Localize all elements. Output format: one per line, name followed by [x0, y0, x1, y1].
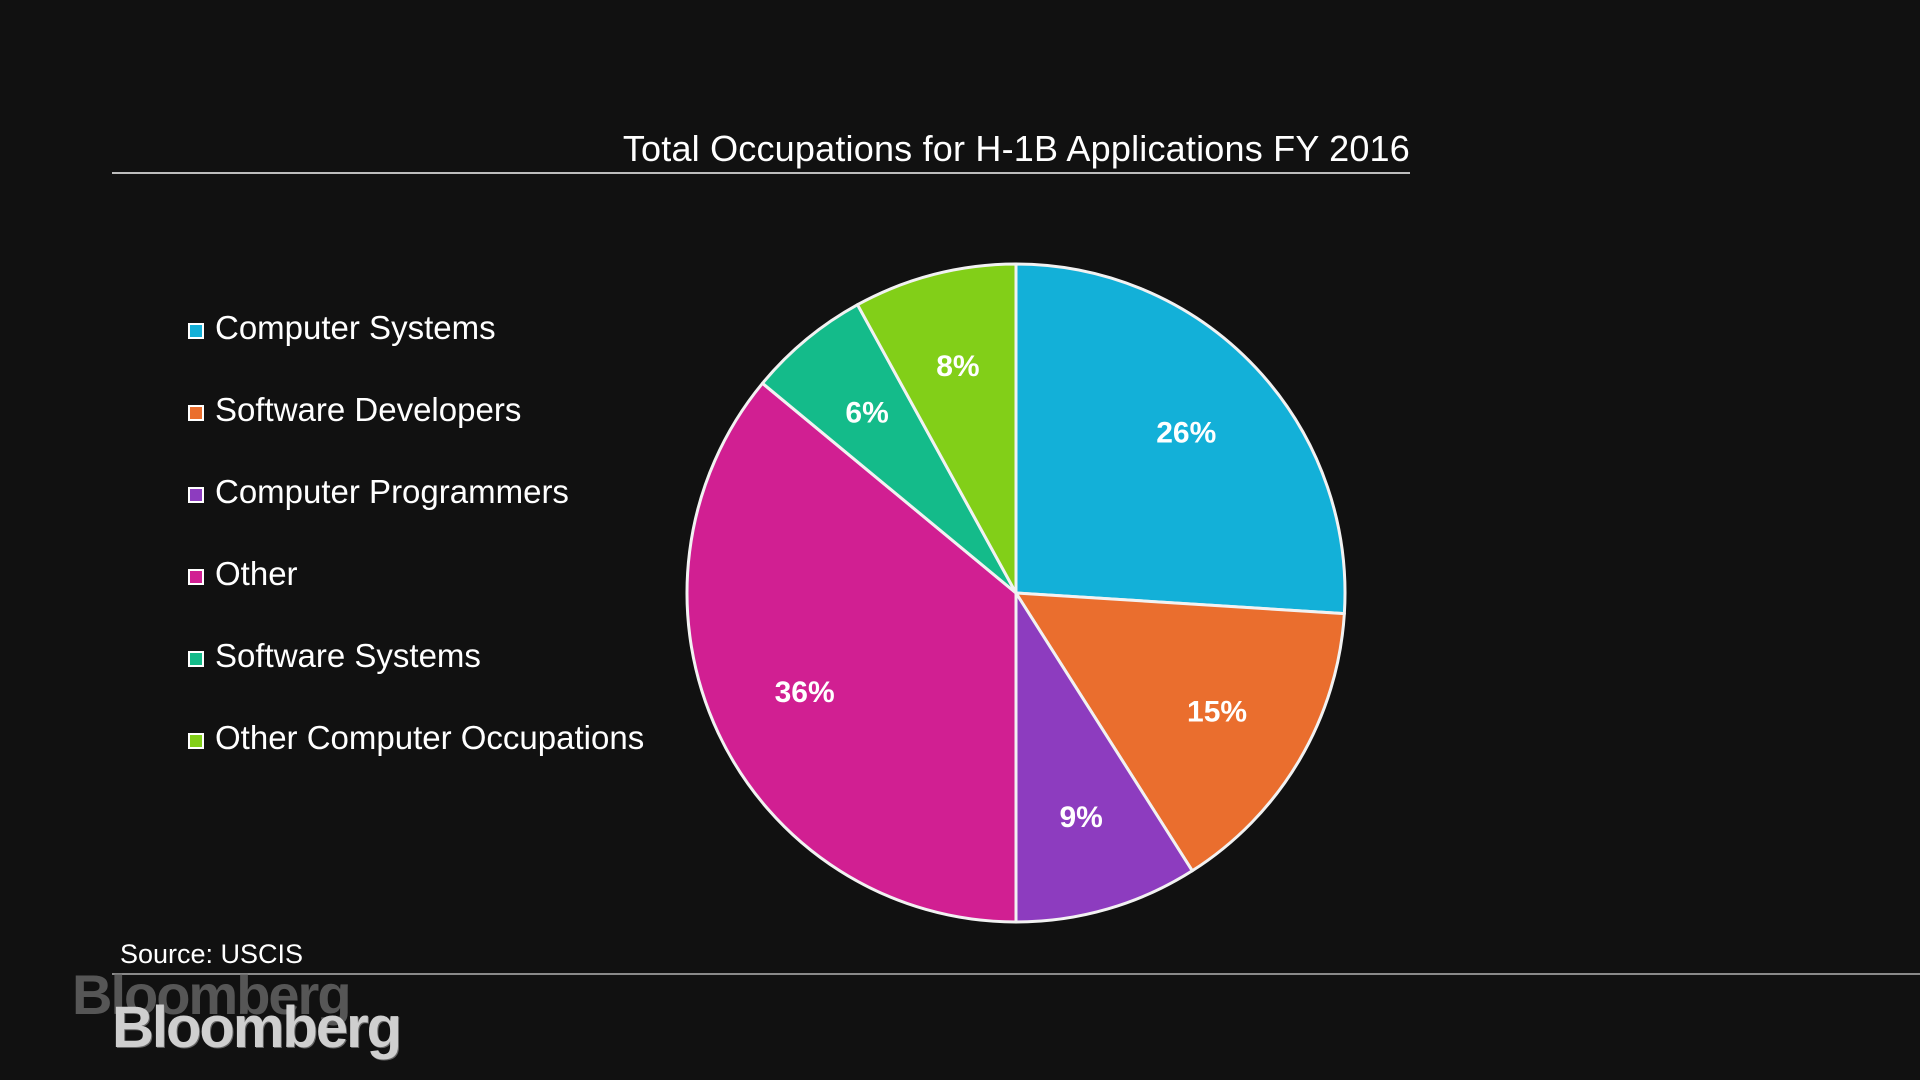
legend-label: Computer Programmers [215, 473, 569, 510]
legend-swatch-computer-systems [188, 323, 204, 339]
pie-slice-other [685, 381, 1018, 924]
legend-label: Computer Systems [215, 309, 496, 346]
slice-label-computer-programmers: 9% [1059, 801, 1102, 834]
bloomberg-logo: Bloomberg [112, 995, 402, 1060]
pie-slice-other-computer-occupations [856, 262, 1018, 595]
legend-swatch-computer-programmers [188, 487, 204, 503]
legend-swatch-other [188, 569, 204, 585]
legend-label: Software Systems [215, 637, 481, 674]
slice-label-software-systems: 6% [845, 397, 888, 430]
watermark-logo: Bloomberg [72, 963, 352, 1026]
legend-swatch-software-developers [188, 405, 204, 421]
pie-slice-computer-programmers [1014, 591, 1194, 924]
title-underline [112, 172, 1410, 174]
slice-label-computer-systems: 26% [1156, 417, 1216, 450]
slice-label-other: 36% [775, 676, 835, 709]
pie-slice-software-developers [1014, 591, 1346, 873]
slice-label-other-computer-occupations: 8% [936, 350, 979, 383]
legend-swatch-other-computer-occupations [188, 733, 204, 749]
legend-label: Other Computer Occupations [215, 719, 645, 756]
slice-label-software-developers: 15% [1187, 695, 1247, 728]
legend-label: Other [215, 555, 298, 592]
legend-swatch-software-systems [188, 651, 204, 667]
pie-slice-computer-systems [1014, 262, 1347, 616]
chart-title: Total Occupations for H-1B Applications … [622, 128, 1410, 169]
pie-slice-software-systems [761, 303, 1018, 595]
legend-label: Software Developers [215, 391, 522, 428]
bottom-divider [112, 973, 1920, 975]
source-note: Source: USCIS [120, 939, 304, 969]
